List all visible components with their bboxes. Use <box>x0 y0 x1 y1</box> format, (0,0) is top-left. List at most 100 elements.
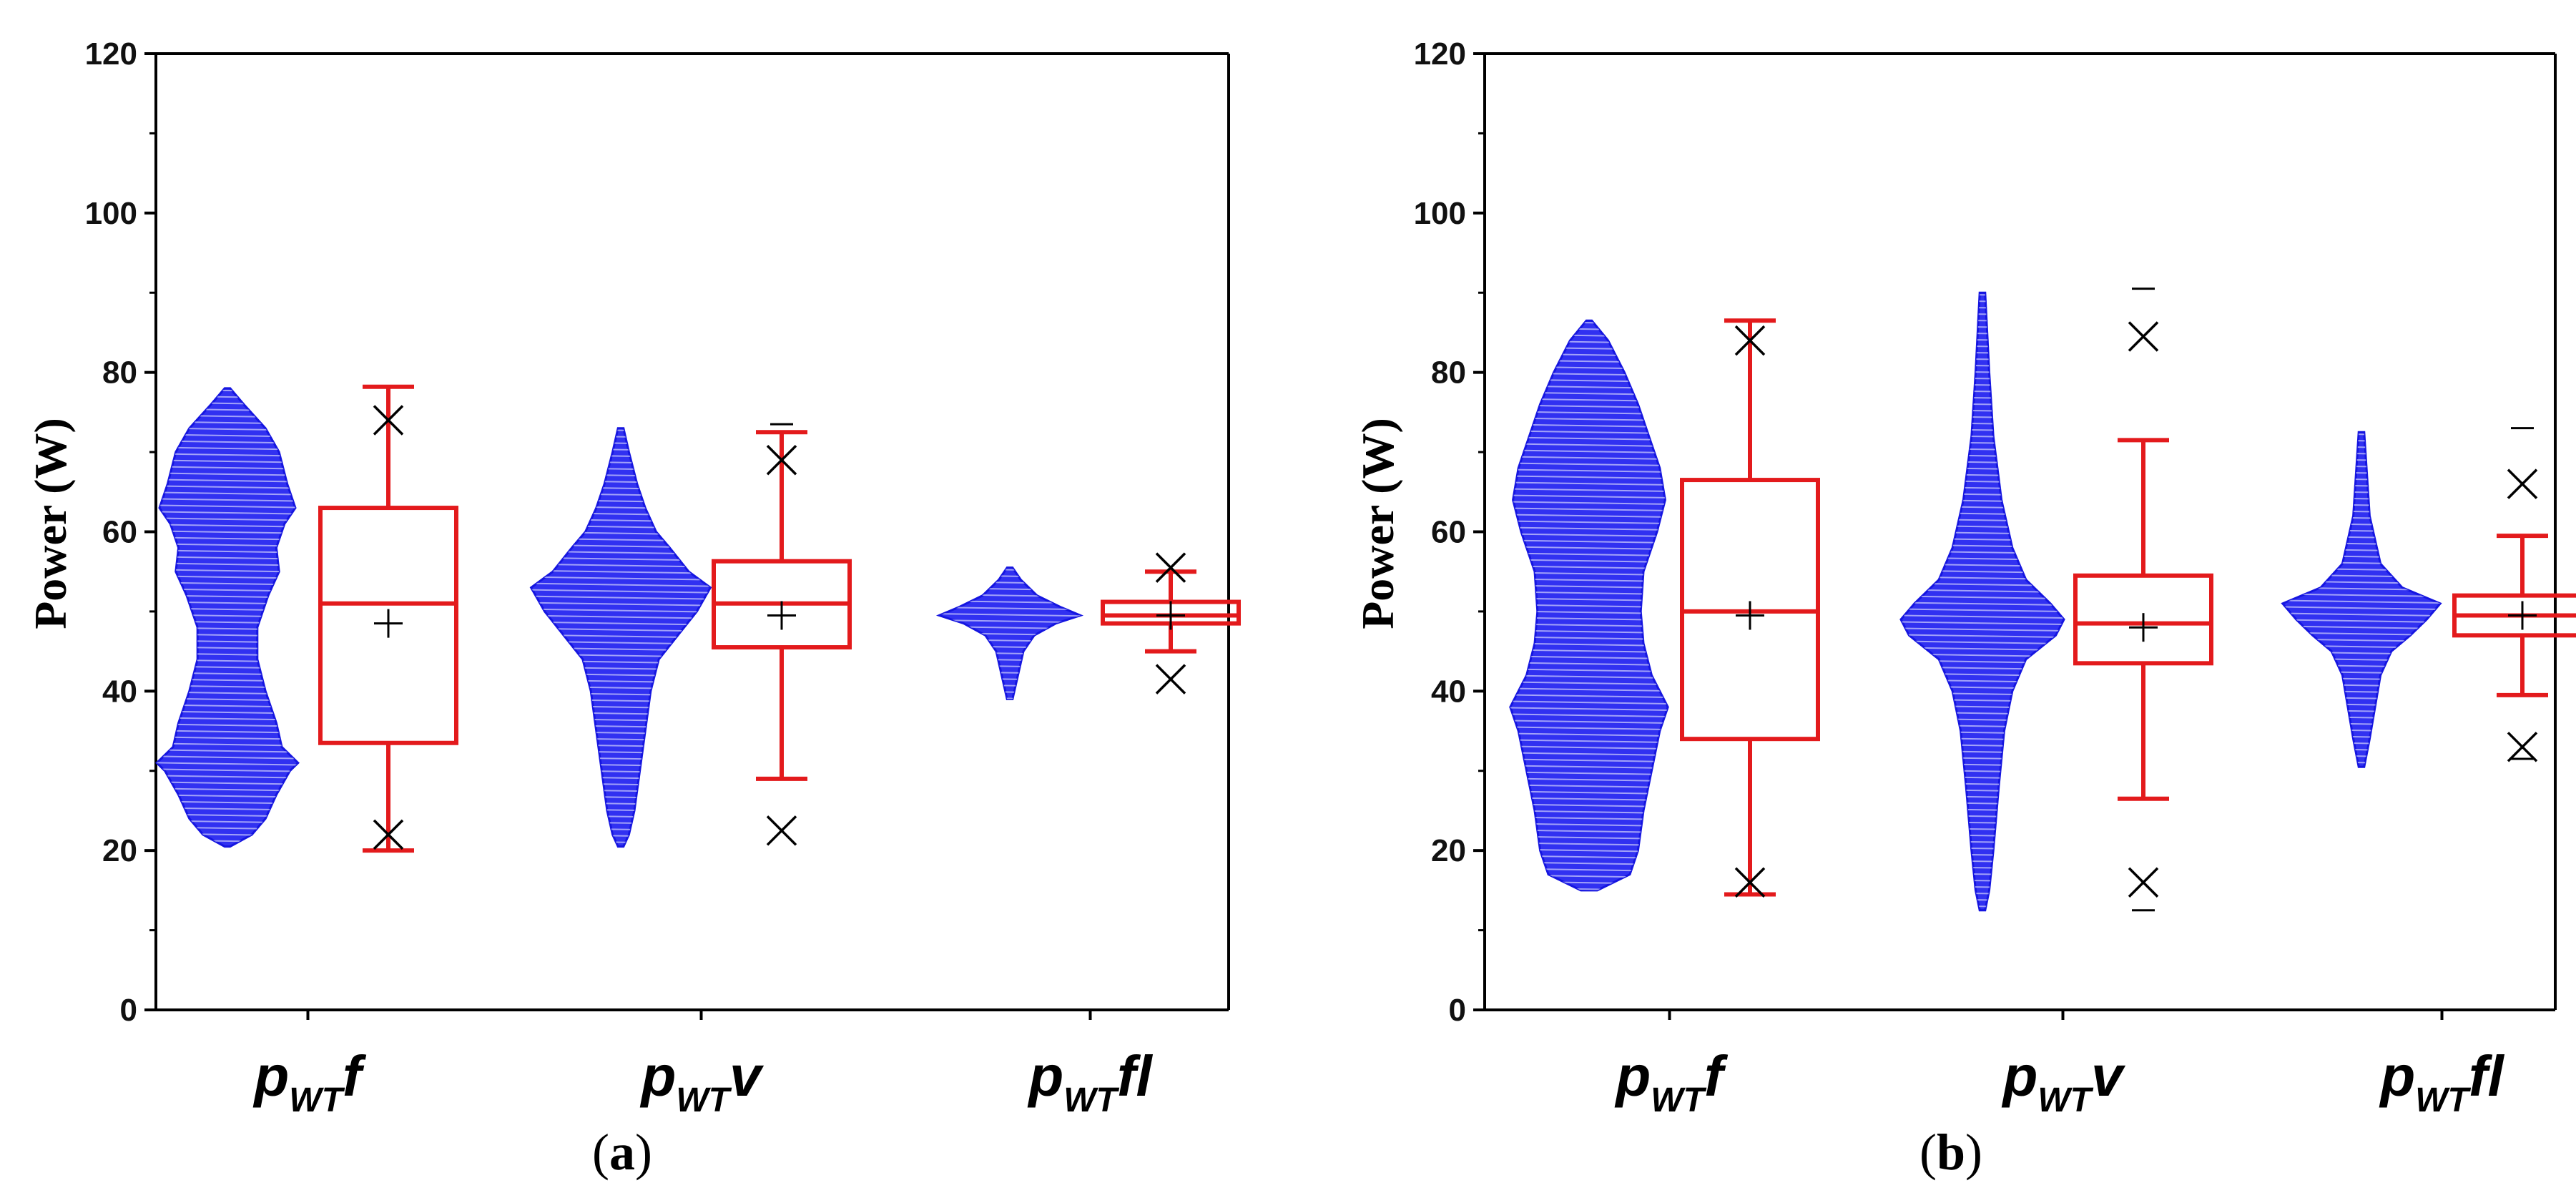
violin-texture-line-b-0 <box>1510 828 1668 835</box>
violin-texture-line-b-0 <box>1510 880 1668 886</box>
violin-texture-line-b-0 <box>1510 835 1668 841</box>
outlier-stroke-a-0-1 <box>373 405 404 436</box>
violin-texture-line-b-0 <box>1510 745 1668 751</box>
violin-texture-line-a-0 <box>157 677 298 683</box>
caption-b-open: ( <box>1919 1124 1937 1181</box>
violin-texture-line-b-0 <box>1510 564 1668 571</box>
violin-texture-line-b-1 <box>1901 363 2064 369</box>
y-tick-label-b-80: 80 <box>1431 355 1466 391</box>
violin-texture-line-b-1 <box>1901 504 2064 511</box>
violin-texture-line-b-1 <box>1901 820 2064 826</box>
violin-texture-line-a-0 <box>157 638 298 644</box>
violin-texture-line-a-1 <box>531 620 711 627</box>
violin-texture-line-b-0 <box>1510 616 1668 622</box>
violin-texture-line-b-1 <box>1901 903 2064 910</box>
violin-texture-line-b-2 <box>2282 489 2441 496</box>
violin-texture-line-a-1 <box>531 730 711 736</box>
violin-texture-line-a-0 <box>157 722 298 728</box>
violin-texture-line-b-2 <box>2282 612 2441 618</box>
violin-texture-line-a-1 <box>531 562 711 569</box>
violin-texture-line-b-1 <box>1901 388 2064 395</box>
violin-texture-line-a-1 <box>531 511 711 517</box>
violin-texture-line-b-0 <box>1510 590 1668 596</box>
violin-texture-line-a-2 <box>939 586 1081 592</box>
violin-texture-line-a-2 <box>939 579 1081 586</box>
violin-texture-line-a-1 <box>531 549 711 556</box>
violin-texture-line-a-0 <box>157 509 298 516</box>
violin-texture-line-b-0 <box>1510 609 1668 616</box>
x-tick-label-sub-b-2: WT <box>2415 1081 2471 1119</box>
violin-texture-line-b-0 <box>1510 712 1668 719</box>
violin-texture-line-b-2 <box>2282 476 2441 483</box>
outlier-stroke-b-1-1 <box>2128 321 2159 352</box>
violin-texture-line-a-0 <box>157 683 298 689</box>
violin-texture-line-b-0 <box>1510 487 1668 494</box>
violin-a-1 <box>531 428 711 847</box>
violin-texture-line-a-0 <box>157 606 298 612</box>
violin-texture-line-b-1 <box>1901 787 2064 794</box>
caption-b: (b) <box>1919 1124 1982 1181</box>
violin-texture-line-a-1 <box>531 575 711 581</box>
violin-texture-line-a-1 <box>531 833 711 839</box>
violin-texture-line-b-1 <box>1901 755 2064 762</box>
violin-texture-line-b-1 <box>1901 620 2064 627</box>
violin-texture-line-a-1 <box>531 697 711 704</box>
violin-texture-line-a-2 <box>939 695 1081 699</box>
violin-outline-a-1 <box>529 427 712 848</box>
violin-texture-line-a-1 <box>531 466 711 472</box>
outlier-stroke-b-0-0 <box>1734 867 1766 898</box>
violin-texture-line-b-1 <box>1901 318 2064 324</box>
outlier-stroke-b-2-1 <box>2507 468 2538 499</box>
violin-texture-line-a-0 <box>157 406 298 413</box>
violin-texture-line-b-0 <box>1510 513 1668 519</box>
violin-texture-line-b-0 <box>1510 596 1668 603</box>
y-tick-label-b-20: 20 <box>1431 833 1466 868</box>
x-tick-label-suffix-a-2: fl <box>1117 1044 1154 1108</box>
violin-texture-a-2 <box>939 567 1081 699</box>
violin-texture-line-b-0 <box>1510 551 1668 558</box>
violin-texture-line-a-1 <box>531 601 711 607</box>
violin-texture-line-a-1 <box>531 440 711 446</box>
violin-texture-line-a-2 <box>939 605 1081 612</box>
violin-texture-line-b-2 <box>2282 676 2441 682</box>
violin-texture-line-a-1 <box>531 569 711 575</box>
violin-texture-line-a-0 <box>157 632 298 638</box>
violin-texture-line-b-1 <box>1901 478 2064 485</box>
violin-texture-line-b-1 <box>1901 343 2064 350</box>
violin-texture-line-b-1 <box>1901 768 2064 775</box>
violin-texture-line-b-1 <box>1901 813 2064 820</box>
violin-texture-line-a-0 <box>157 773 298 780</box>
violin-texture-line-b-0 <box>1510 436 1668 442</box>
violin-texture-line-a-2 <box>939 631 1081 637</box>
violin-texture-line-a-1 <box>531 742 711 749</box>
violin-texture-line-a-0 <box>157 541 298 548</box>
violin-texture-line-a-1 <box>531 755 711 762</box>
violin-texture-line-b-0 <box>1510 841 1668 848</box>
violin-b-2 <box>2282 432 2441 767</box>
violin-texture-line-a-1 <box>531 704 711 710</box>
violin-texture-line-b-1 <box>1901 485 2064 491</box>
violin-texture-line-a-1 <box>531 691 711 697</box>
violin-texture-line-b-0 <box>1510 448 1668 455</box>
violin-texture-line-a-0 <box>157 593 298 599</box>
violin-texture-line-a-1 <box>531 543 711 549</box>
violin-texture-line-b-1 <box>1901 601 2064 607</box>
violin-texture-line-a-0 <box>157 599 298 606</box>
violin-texture-line-a-1 <box>531 678 711 684</box>
violin-texture-line-a-0 <box>157 612 298 619</box>
x-tick-label-b-2: pWTfl <box>2379 1044 2504 1119</box>
violin-texture-line-b-0 <box>1510 699 1668 706</box>
x-tick-label-sub-a-1: WT <box>676 1081 732 1119</box>
x-tick-label-main-a-2: p <box>1027 1044 1063 1108</box>
y-tick-label-a-20: 20 <box>102 833 137 868</box>
violin-texture-line-b-2 <box>2282 727 2441 734</box>
violin-texture-a-0 <box>157 388 298 847</box>
outlier-stroke-a-1-0 <box>766 815 797 846</box>
violin-texture-line-a-1 <box>531 485 711 491</box>
x-tick-label-main-b-0: p <box>1614 1044 1651 1108</box>
violin-texture-line-b-2 <box>2282 502 2441 509</box>
violin-texture-line-b-0 <box>1510 358 1668 365</box>
violin-texture-line-b-0 <box>1510 622 1668 629</box>
violin-texture-line-b-0 <box>1510 494 1668 500</box>
